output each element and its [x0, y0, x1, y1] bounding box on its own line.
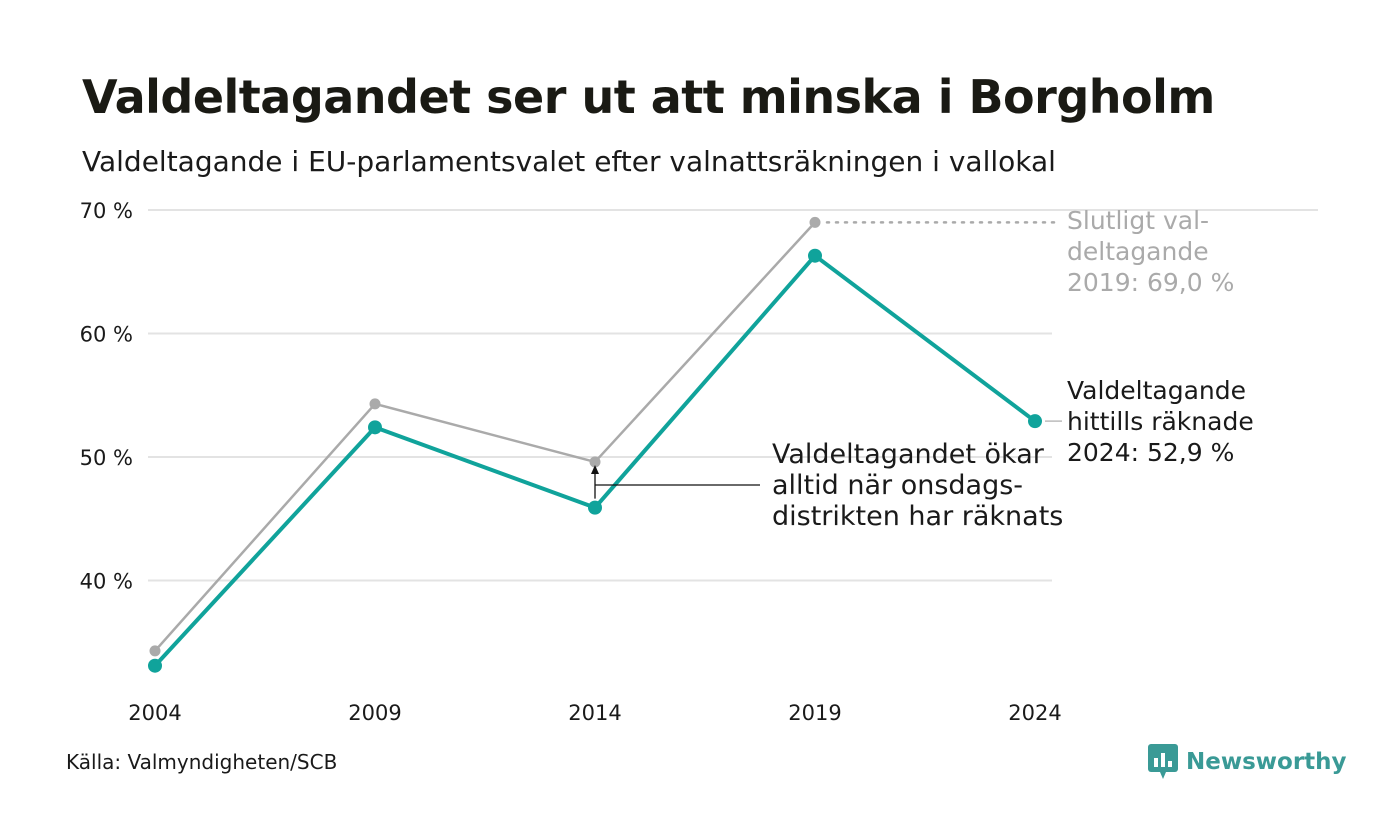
final-2019-label: deltagande — [1067, 237, 1209, 266]
final-turnout-point — [369, 398, 381, 410]
final-turnout-line — [154, 221, 816, 652]
gap-note-label: distrikten har räknats — [772, 501, 1063, 532]
preliminary-turnout-point — [368, 420, 382, 435]
brand-name: Newsworthy — [1186, 749, 1347, 775]
x-tick-label: 2014 — [568, 701, 621, 725]
gap-arrow-head — [591, 464, 599, 474]
final-turnout-point — [809, 216, 821, 228]
preliminary-turnout-point — [148, 658, 162, 673]
final-turnout-point — [149, 645, 161, 657]
prelim-2024-label: 2024: 52,9 % — [1067, 438, 1234, 467]
x-tick-label: 2019 — [788, 701, 841, 725]
final-2019-label: Slutligt val- — [1067, 206, 1209, 235]
x-tick-label: 2024 — [1008, 701, 1061, 725]
preliminary-turnout-point — [808, 248, 822, 263]
y-tick-label: 40 % — [80, 570, 133, 594]
final-turnout-point — [589, 456, 601, 468]
final-2019-label: 2019: 69,0 % — [1067, 268, 1234, 297]
brand-logo: Newsworthy — [1148, 744, 1347, 780]
preliminary-turnout-point — [1028, 414, 1042, 429]
chart-subtitle: Valdeltagande i EU-parlamentsvalet efter… — [82, 145, 1056, 178]
x-tick-label: 2009 — [348, 701, 401, 725]
source-note: Källa: Valmyndigheten/SCB — [66, 750, 338, 774]
newsworthy-icon — [1148, 744, 1178, 779]
chart-title: Valdeltagandet ser ut att minska i Borgh… — [82, 70, 1215, 124]
gap-note-label: Valdeltagandet ökar — [772, 439, 1045, 470]
y-tick-label: 70 % — [80, 199, 133, 223]
y-tick-label: 60 % — [80, 323, 133, 347]
gap-note-label: alltid när onsdags- — [772, 470, 1023, 501]
y-tick-label: 50 % — [80, 446, 133, 470]
prelim-2024-label: Valdeltagande — [1067, 376, 1246, 405]
prelim-2024-label: hittills räknade — [1067, 407, 1254, 436]
x-tick-label: 2004 — [128, 701, 181, 725]
preliminary-turnout-point — [588, 500, 602, 515]
